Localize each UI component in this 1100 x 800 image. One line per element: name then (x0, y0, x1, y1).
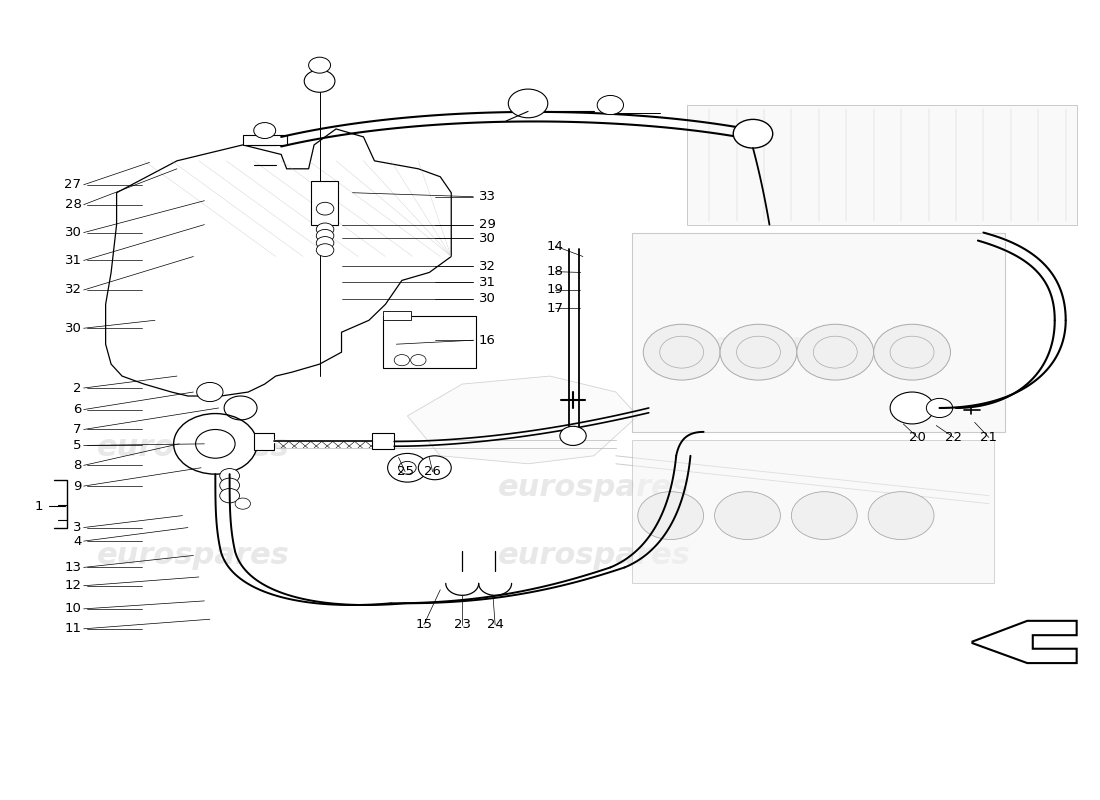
Text: 14: 14 (547, 240, 564, 253)
Text: 2: 2 (73, 382, 81, 394)
Text: 19: 19 (547, 283, 564, 297)
Circle shape (197, 382, 223, 402)
Bar (383, 316, 476, 368)
Circle shape (220, 469, 240, 483)
Circle shape (734, 119, 772, 148)
Text: 10: 10 (65, 602, 81, 615)
Text: 33: 33 (478, 190, 496, 203)
Circle shape (720, 324, 796, 380)
Text: 20: 20 (909, 431, 926, 444)
Circle shape (508, 89, 548, 118)
Circle shape (387, 454, 427, 482)
Circle shape (890, 392, 934, 424)
Text: 24: 24 (486, 618, 504, 631)
Text: 26: 26 (425, 466, 441, 478)
Text: eurospares: eurospares (497, 541, 691, 570)
Circle shape (317, 223, 333, 236)
Text: 32: 32 (478, 259, 496, 273)
Circle shape (220, 489, 240, 503)
Circle shape (418, 456, 451, 480)
Text: 16: 16 (478, 334, 496, 346)
Text: 18: 18 (547, 265, 564, 278)
Text: 28: 28 (65, 198, 81, 211)
Bar (383, 310, 410, 320)
Circle shape (394, 354, 409, 366)
Text: 31: 31 (478, 275, 496, 289)
Circle shape (737, 336, 780, 368)
Bar (372, 434, 394, 450)
Circle shape (926, 398, 953, 418)
Bar (632, 440, 994, 583)
Text: eurospares: eurospares (713, 332, 870, 356)
Text: 31: 31 (65, 254, 81, 267)
Text: 30: 30 (65, 226, 81, 239)
Text: eurospares: eurospares (97, 541, 289, 570)
Bar (688, 105, 1077, 225)
Text: 3: 3 (73, 521, 81, 534)
Bar (632, 233, 1005, 432)
Circle shape (644, 324, 721, 380)
Circle shape (309, 57, 331, 73)
Circle shape (560, 426, 586, 446)
Text: 27: 27 (65, 178, 81, 191)
Circle shape (890, 336, 934, 368)
Circle shape (317, 230, 333, 242)
Text: 1: 1 (34, 499, 43, 513)
Text: 25: 25 (397, 466, 414, 478)
Polygon shape (407, 376, 638, 464)
Circle shape (174, 414, 257, 474)
Bar (243, 135, 287, 145)
Bar (254, 433, 274, 450)
Circle shape (220, 478, 240, 493)
Circle shape (868, 492, 934, 539)
Circle shape (813, 336, 857, 368)
Text: 12: 12 (65, 579, 81, 592)
Text: 30: 30 (478, 292, 496, 306)
Circle shape (410, 354, 426, 366)
Text: 21: 21 (980, 431, 998, 444)
Text: eurospares: eurospares (97, 434, 289, 462)
Circle shape (715, 492, 780, 539)
Text: 23: 23 (453, 618, 471, 631)
Text: 13: 13 (65, 561, 81, 574)
Circle shape (317, 237, 333, 250)
Circle shape (597, 95, 624, 114)
Text: 32: 32 (65, 283, 81, 297)
Circle shape (638, 492, 704, 539)
Polygon shape (972, 621, 1077, 663)
Text: 11: 11 (65, 622, 81, 635)
Text: 9: 9 (73, 479, 81, 493)
Bar (311, 181, 338, 225)
Circle shape (796, 324, 873, 380)
Text: 15: 15 (416, 618, 432, 631)
Text: 4: 4 (73, 534, 81, 548)
Circle shape (873, 324, 950, 380)
Text: 29: 29 (478, 218, 496, 231)
Text: eurospares: eurospares (497, 473, 691, 502)
Circle shape (196, 430, 235, 458)
Circle shape (305, 70, 334, 92)
Circle shape (254, 122, 276, 138)
Text: 22: 22 (945, 431, 962, 444)
Text: 30: 30 (65, 322, 81, 334)
Text: 30: 30 (478, 232, 496, 245)
Text: 7: 7 (73, 423, 81, 436)
Circle shape (660, 336, 704, 368)
Circle shape (317, 202, 333, 215)
Circle shape (398, 462, 416, 474)
Text: 5: 5 (73, 439, 81, 452)
Text: 6: 6 (73, 403, 81, 416)
Circle shape (317, 244, 333, 257)
Text: 8: 8 (73, 459, 81, 472)
Circle shape (235, 498, 251, 510)
Circle shape (791, 492, 857, 539)
Text: 17: 17 (547, 302, 564, 315)
